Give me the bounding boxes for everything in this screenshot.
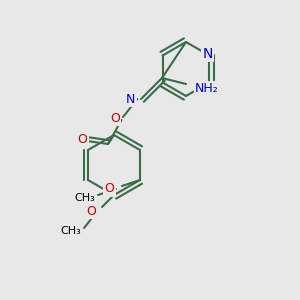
Text: N: N (203, 47, 213, 61)
Text: O: O (110, 112, 120, 125)
Text: CH₃: CH₃ (74, 193, 95, 203)
Text: NH₂: NH₂ (195, 82, 219, 95)
Text: O: O (86, 205, 96, 218)
Text: O: O (78, 133, 87, 146)
Text: CH₃: CH₃ (60, 226, 81, 236)
Text: N: N (126, 92, 136, 106)
Text: O: O (105, 182, 115, 196)
